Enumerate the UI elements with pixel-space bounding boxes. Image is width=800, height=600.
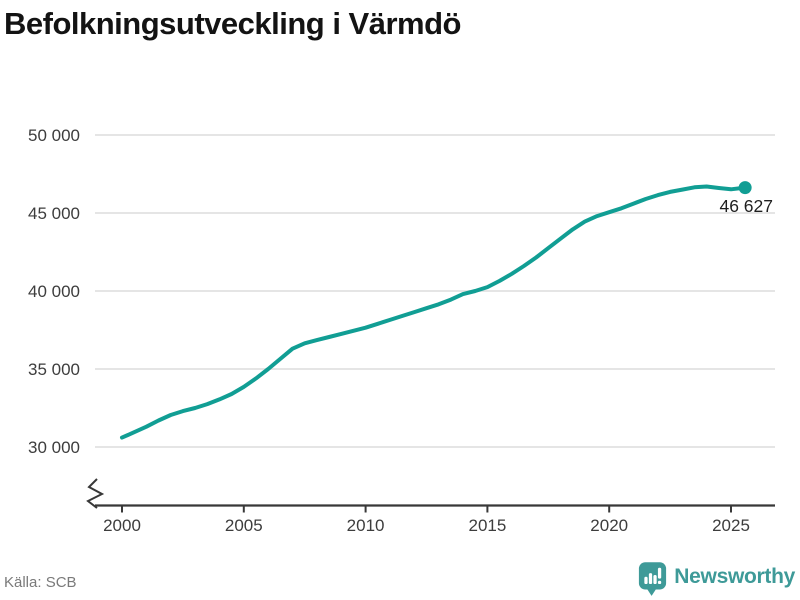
y-tick-label: 40 000 bbox=[28, 282, 80, 301]
x-tick-label: 2000 bbox=[103, 516, 141, 535]
source-label: Källa: SCB bbox=[4, 574, 77, 591]
y-tick-label: 30 000 bbox=[28, 438, 80, 457]
y-tick-label: 35 000 bbox=[28, 360, 80, 379]
x-tick-label: 2025 bbox=[712, 516, 750, 535]
chart-title: Befolkningsutveckling i Värmdö bbox=[4, 6, 461, 41]
x-tick-label: 2015 bbox=[468, 516, 506, 535]
end-point-dot bbox=[738, 181, 752, 195]
population-line bbox=[120, 184, 748, 440]
newsworthy-brand: Newsworthy bbox=[638, 560, 795, 598]
x-tick-label: 2005 bbox=[225, 516, 263, 535]
y-tick-label: 45 000 bbox=[28, 204, 80, 223]
newsworthy-pin-barchart-icon bbox=[639, 561, 667, 596]
end-value-label: 46 627 bbox=[719, 196, 773, 216]
brand-name: Newsworthy bbox=[674, 565, 795, 588]
x-tick-label: 2010 bbox=[347, 516, 385, 535]
y-tick-label: 50 000 bbox=[28, 126, 80, 145]
x-tick-label: 2020 bbox=[590, 516, 628, 535]
axis-break-icon bbox=[86, 478, 105, 509]
